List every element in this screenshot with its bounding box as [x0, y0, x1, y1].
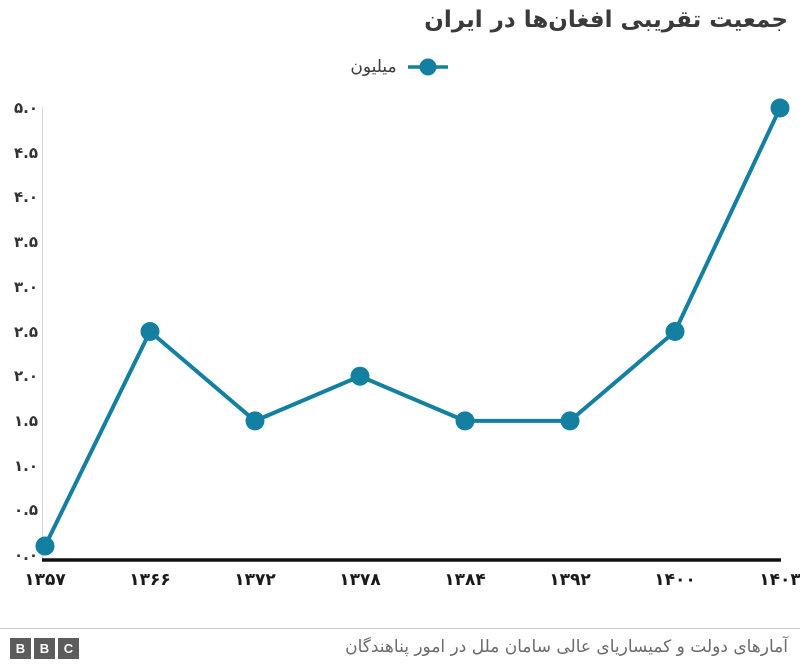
- data-point: [245, 411, 265, 431]
- legend: میلیون: [0, 55, 800, 79]
- bbc-logo-square: C: [58, 638, 79, 659]
- bbc-logo-square: B: [34, 638, 55, 659]
- legend-label: میلیون: [350, 57, 397, 77]
- data-point: [350, 366, 370, 386]
- data-point: [770, 98, 790, 118]
- bbc-logo: B B C: [10, 638, 79, 659]
- data-point: [35, 536, 55, 556]
- data-point: [665, 322, 685, 341]
- data-point: [455, 411, 475, 431]
- data-point: [140, 322, 160, 341]
- data-point: [560, 411, 580, 431]
- footer-divider: [0, 628, 800, 629]
- chart-title: جمعیت تقریبی افغان‌ها در ایران: [424, 7, 788, 33]
- series-line: [43, 106, 782, 549]
- source-text: آمارهای دولت و کمیساریای عالی سامان ملل …: [345, 637, 788, 657]
- legend-line-dot-icon: [407, 58, 448, 76]
- bbc-logo-square: B: [10, 638, 31, 659]
